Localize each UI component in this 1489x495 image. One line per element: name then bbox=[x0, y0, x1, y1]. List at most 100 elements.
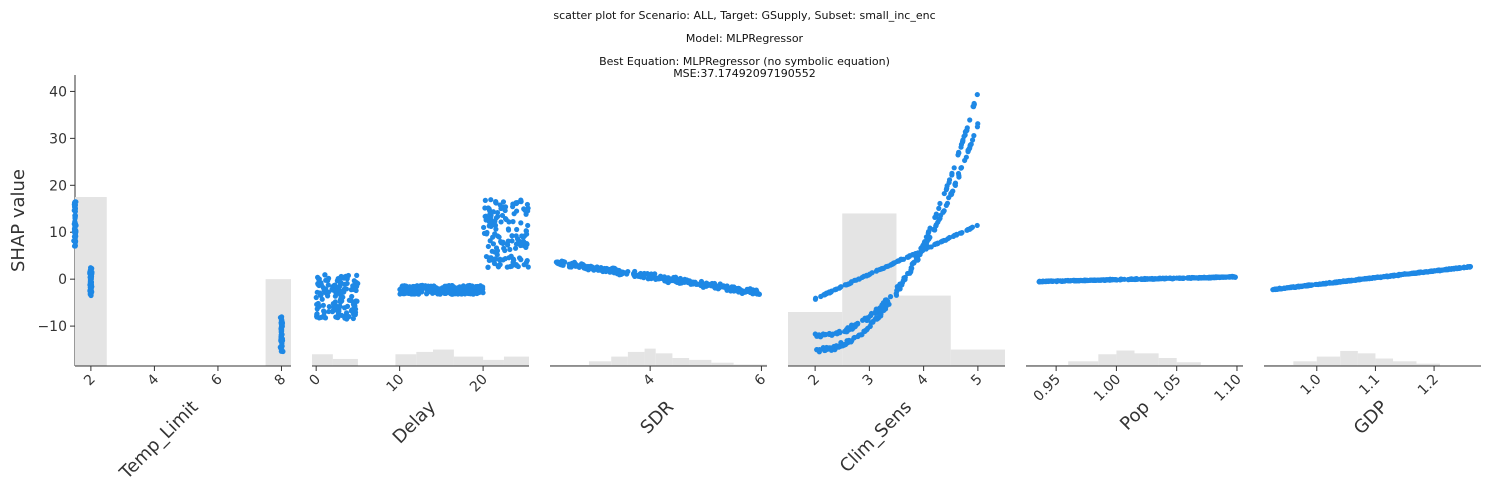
data-point bbox=[1314, 281, 1320, 288]
x-tick-label: 1.10 bbox=[1211, 372, 1244, 405]
data-point bbox=[350, 315, 356, 322]
data-point bbox=[974, 91, 980, 98]
data-point bbox=[1448, 266, 1454, 272]
data-point bbox=[836, 344, 842, 350]
data-point bbox=[490, 241, 497, 247]
data-point bbox=[667, 276, 673, 282]
data-point bbox=[411, 289, 418, 295]
data-point bbox=[1133, 276, 1139, 282]
histogram-bar bbox=[1176, 362, 1201, 366]
x-tick-label: 1.00 bbox=[1091, 372, 1124, 405]
data-point bbox=[631, 272, 637, 278]
data-point bbox=[832, 287, 838, 293]
data-point bbox=[493, 245, 500, 251]
data-point bbox=[868, 310, 875, 317]
data-point bbox=[525, 222, 531, 229]
data-point bbox=[887, 294, 894, 300]
data-point bbox=[493, 215, 499, 221]
title-line-1: scatter plot for Scenario: ALL, Target: … bbox=[553, 9, 936, 22]
x-tick-label: 1.2 bbox=[1415, 372, 1442, 399]
data-point bbox=[501, 245, 507, 251]
data-point bbox=[952, 180, 959, 186]
x-tick-label: 5 bbox=[968, 372, 986, 390]
data-point bbox=[1138, 276, 1144, 282]
data-point bbox=[1409, 270, 1415, 276]
histogram-bar bbox=[588, 361, 612, 366]
y-axis-label: SHAP value bbox=[8, 169, 29, 272]
data-point bbox=[1428, 268, 1435, 274]
data-point bbox=[879, 303, 885, 309]
data-point bbox=[958, 230, 964, 236]
data-point bbox=[481, 224, 487, 231]
data-point bbox=[1199, 275, 1205, 281]
data-point bbox=[648, 274, 655, 280]
data-point bbox=[829, 345, 835, 351]
data-point bbox=[349, 307, 355, 313]
data-point bbox=[1346, 278, 1352, 284]
data-point bbox=[321, 287, 327, 294]
histogram-bar bbox=[503, 356, 529, 366]
histogram-bar bbox=[1116, 350, 1135, 366]
data-point bbox=[318, 314, 324, 321]
data-point bbox=[856, 332, 862, 338]
data-point bbox=[326, 304, 332, 310]
data-point bbox=[435, 290, 441, 297]
data-point bbox=[897, 282, 904, 288]
data-point bbox=[315, 300, 321, 307]
data-point bbox=[459, 286, 465, 292]
histogram-bar bbox=[733, 364, 767, 366]
data-point bbox=[1227, 274, 1233, 280]
data-point bbox=[72, 214, 78, 220]
data-point bbox=[719, 283, 725, 289]
histogram-bar bbox=[1340, 350, 1358, 366]
data-point bbox=[826, 331, 832, 337]
data-point bbox=[332, 299, 339, 305]
data-point bbox=[320, 302, 326, 308]
data-point bbox=[687, 279, 693, 285]
y-tick-label: 40 bbox=[49, 84, 67, 100]
data-point bbox=[322, 272, 328, 278]
data-point bbox=[1362, 276, 1368, 282]
data-point bbox=[885, 263, 891, 269]
data-point bbox=[507, 246, 513, 253]
data-point bbox=[678, 280, 684, 286]
data-point bbox=[926, 235, 933, 241]
histogram-bar bbox=[896, 295, 951, 366]
data-point bbox=[941, 190, 947, 197]
data-point bbox=[1054, 278, 1060, 285]
data-point bbox=[73, 222, 79, 229]
data-point bbox=[607, 267, 613, 274]
histogram-bar bbox=[672, 358, 690, 366]
data-point bbox=[878, 311, 884, 317]
data-point bbox=[313, 294, 319, 301]
data-point bbox=[1453, 265, 1459, 272]
data-point bbox=[518, 199, 524, 205]
histogram-bar bbox=[483, 359, 504, 366]
data-point bbox=[1044, 278, 1050, 284]
data-point bbox=[1327, 280, 1333, 286]
data-point bbox=[812, 296, 819, 302]
data-point bbox=[343, 286, 350, 292]
data-point bbox=[506, 219, 512, 225]
data-point bbox=[516, 255, 523, 261]
data-point bbox=[1416, 270, 1422, 276]
data-point bbox=[326, 308, 332, 315]
y-tick-label: 10 bbox=[49, 225, 67, 241]
data-point bbox=[662, 278, 668, 284]
data-point bbox=[862, 327, 869, 334]
data-point bbox=[508, 263, 515, 269]
data-point bbox=[837, 284, 844, 290]
data-point bbox=[493, 226, 499, 232]
data-point bbox=[938, 239, 944, 245]
data-point bbox=[514, 263, 520, 269]
data-point bbox=[730, 287, 736, 293]
data-point bbox=[618, 270, 624, 276]
data-point bbox=[946, 179, 952, 186]
data-point bbox=[421, 285, 427, 291]
data-point bbox=[525, 208, 531, 214]
data-point bbox=[698, 282, 704, 289]
data-point bbox=[894, 287, 900, 294]
data-point bbox=[504, 264, 510, 270]
data-point bbox=[483, 213, 489, 219]
data-point bbox=[921, 244, 927, 250]
